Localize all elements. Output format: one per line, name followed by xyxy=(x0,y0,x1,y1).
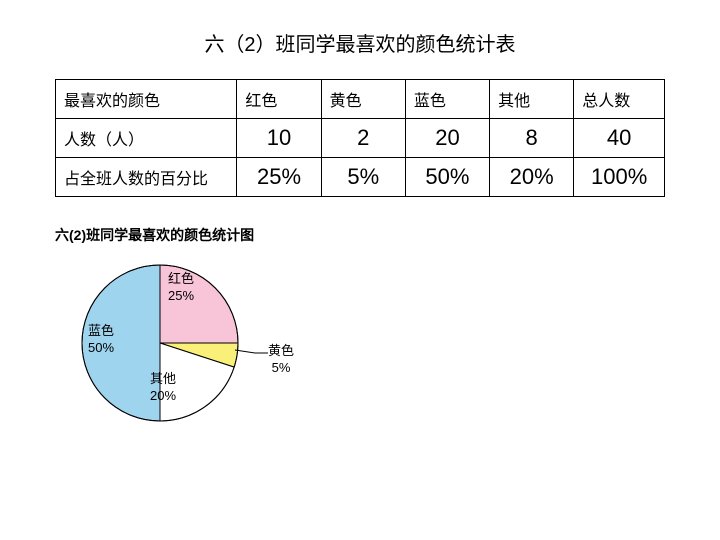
row-label: 占全班人数的百分比 xyxy=(56,158,237,197)
pie-slice-蓝色 xyxy=(82,265,160,421)
table-cell: 10 xyxy=(237,119,321,158)
page-title: 六（2）班同学最喜欢的颜色统计表 xyxy=(0,0,720,57)
table-row: 最喜欢的颜色红色黄色蓝色其他总人数 xyxy=(56,80,665,119)
table-cell: 总人数 xyxy=(574,80,665,119)
table-cell: 红色 xyxy=(237,80,321,119)
chart-title: 六(2)班同学最喜欢的颜色统计图 xyxy=(55,225,720,245)
pie-chart: 红色25%黄色5%其他20%蓝色50% xyxy=(70,253,370,453)
table-cell: 黄色 xyxy=(321,80,405,119)
table-cell: 50% xyxy=(405,158,489,197)
row-label: 人数（人） xyxy=(56,119,237,158)
table-cell: 20% xyxy=(490,158,574,197)
table-cell: 其他 xyxy=(490,80,574,119)
table-row: 人数（人）10220840 xyxy=(56,119,665,158)
table-cell: 蓝色 xyxy=(405,80,489,119)
row-label: 最喜欢的颜色 xyxy=(56,80,237,119)
table-cell: 8 xyxy=(490,119,574,158)
table-cell: 2 xyxy=(321,119,405,158)
table-cell: 20 xyxy=(405,119,489,158)
leader-line xyxy=(235,350,268,353)
stats-table: 最喜欢的颜色红色黄色蓝色其他总人数人数（人）10220840占全班人数的百分比2… xyxy=(55,79,665,197)
table-row: 占全班人数的百分比25%5%50%20%100% xyxy=(56,158,665,197)
table-cell: 100% xyxy=(574,158,665,197)
stats-table-container: 最喜欢的颜色红色黄色蓝色其他总人数人数（人）10220840占全班人数的百分比2… xyxy=(55,79,665,197)
pie-slice-红色 xyxy=(160,265,238,343)
table-cell: 40 xyxy=(574,119,665,158)
table-cell: 25% xyxy=(237,158,321,197)
table-cell: 5% xyxy=(321,158,405,197)
